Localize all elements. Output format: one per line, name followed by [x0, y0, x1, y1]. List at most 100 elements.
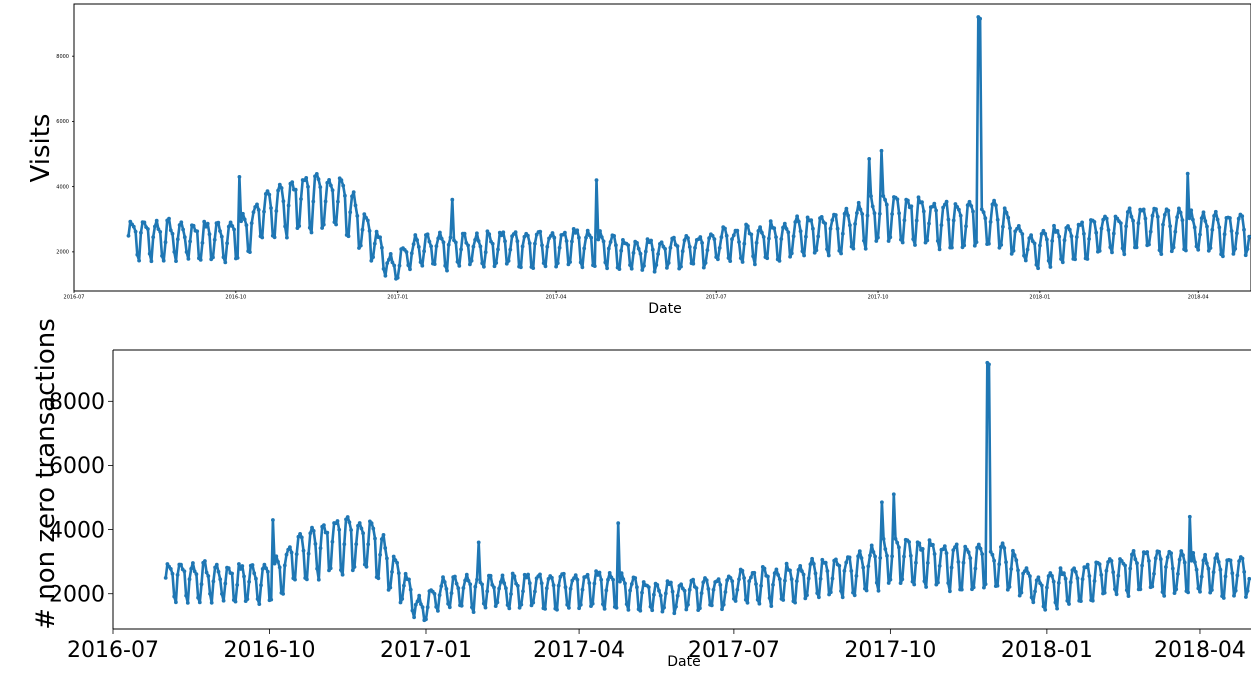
data-point — [1210, 227, 1215, 232]
data-point — [436, 236, 441, 241]
data-point — [282, 563, 287, 568]
data-point — [902, 218, 907, 223]
data-point — [219, 234, 224, 239]
data-point — [992, 198, 996, 203]
data-point — [1191, 551, 1196, 555]
data-point — [408, 267, 412, 272]
data-point — [1060, 260, 1065, 265]
data-point — [968, 556, 973, 560]
data-point — [1046, 258, 1051, 263]
data-point — [955, 205, 960, 209]
data-point — [438, 230, 442, 235]
data-point — [858, 207, 863, 212]
data-point — [754, 240, 759, 245]
data-point — [854, 574, 859, 578]
x-tick-label: 2018-04 — [1154, 638, 1246, 663]
data-point — [498, 580, 503, 584]
data-point — [779, 237, 784, 241]
data-point — [390, 260, 395, 265]
data-point — [777, 259, 782, 263]
y-tick-label: 4000 — [56, 184, 69, 190]
data-point — [1205, 224, 1209, 229]
data-point — [203, 559, 207, 563]
data-point — [521, 589, 525, 594]
data-point — [242, 217, 247, 222]
data-point — [1099, 573, 1104, 577]
data-point — [1162, 212, 1167, 217]
data-point — [1111, 570, 1116, 575]
data-point — [857, 549, 862, 553]
data-point — [503, 239, 507, 244]
data-point — [1087, 237, 1091, 241]
y-tick-label: 6000 — [56, 119, 69, 125]
data-point — [540, 243, 544, 248]
data-point — [781, 598, 786, 602]
data-point — [264, 566, 268, 571]
data-point — [936, 580, 940, 585]
data-point — [796, 568, 801, 572]
data-point — [1050, 239, 1055, 243]
data-point — [439, 236, 444, 241]
data-point — [1036, 575, 1041, 580]
data-point — [1025, 247, 1030, 252]
data-point — [1050, 574, 1054, 578]
data-point — [311, 199, 316, 204]
data-point — [972, 243, 977, 248]
data-point — [868, 553, 872, 558]
data-point — [1147, 559, 1151, 563]
data-point — [1085, 257, 1090, 261]
data-point — [515, 239, 520, 244]
data-point — [304, 176, 309, 180]
data-point — [665, 266, 669, 270]
data-point — [813, 571, 818, 576]
y-tick-label: 6000 — [49, 454, 105, 479]
data-point — [1027, 236, 1032, 241]
data-point — [561, 571, 566, 576]
data-point — [1090, 598, 1095, 603]
data-point — [296, 534, 301, 539]
data-point — [932, 201, 937, 206]
data-point — [1004, 210, 1009, 215]
data-point — [390, 570, 394, 574]
data-point — [505, 603, 510, 607]
data-point — [599, 577, 604, 582]
data-point — [848, 223, 852, 228]
data-point — [241, 211, 245, 216]
data-point — [475, 231, 479, 236]
data-point — [256, 208, 261, 212]
data-point — [1133, 557, 1138, 562]
data-point — [925, 238, 930, 243]
data-point — [263, 192, 268, 196]
data-point — [272, 235, 277, 240]
data-point — [771, 582, 775, 587]
data-point — [362, 212, 367, 217]
data-point — [927, 538, 932, 542]
x-tick-label: 2017-04 — [533, 638, 625, 663]
data-point — [527, 241, 532, 246]
data-point — [415, 599, 420, 604]
data-point — [577, 606, 581, 611]
data-point — [1187, 216, 1192, 221]
data-point — [898, 581, 903, 585]
data-point — [1110, 250, 1114, 255]
data-point — [555, 607, 559, 612]
data-point — [383, 546, 388, 550]
data-point — [416, 245, 421, 249]
data-point — [245, 597, 250, 601]
data-point — [652, 592, 656, 597]
data-point — [211, 255, 215, 260]
data-point — [172, 250, 177, 254]
data-point — [890, 212, 894, 216]
data-point — [979, 207, 984, 212]
data-point — [249, 221, 254, 226]
data-point — [1235, 231, 1239, 236]
data-point — [238, 567, 243, 571]
data-point — [899, 237, 903, 242]
data-point — [971, 585, 976, 590]
data-point — [526, 233, 530, 238]
x-tick-label: 2017-04 — [546, 294, 567, 300]
data-point — [635, 241, 639, 245]
data-point — [842, 211, 847, 216]
data-point — [617, 267, 622, 271]
data-point — [321, 222, 326, 227]
